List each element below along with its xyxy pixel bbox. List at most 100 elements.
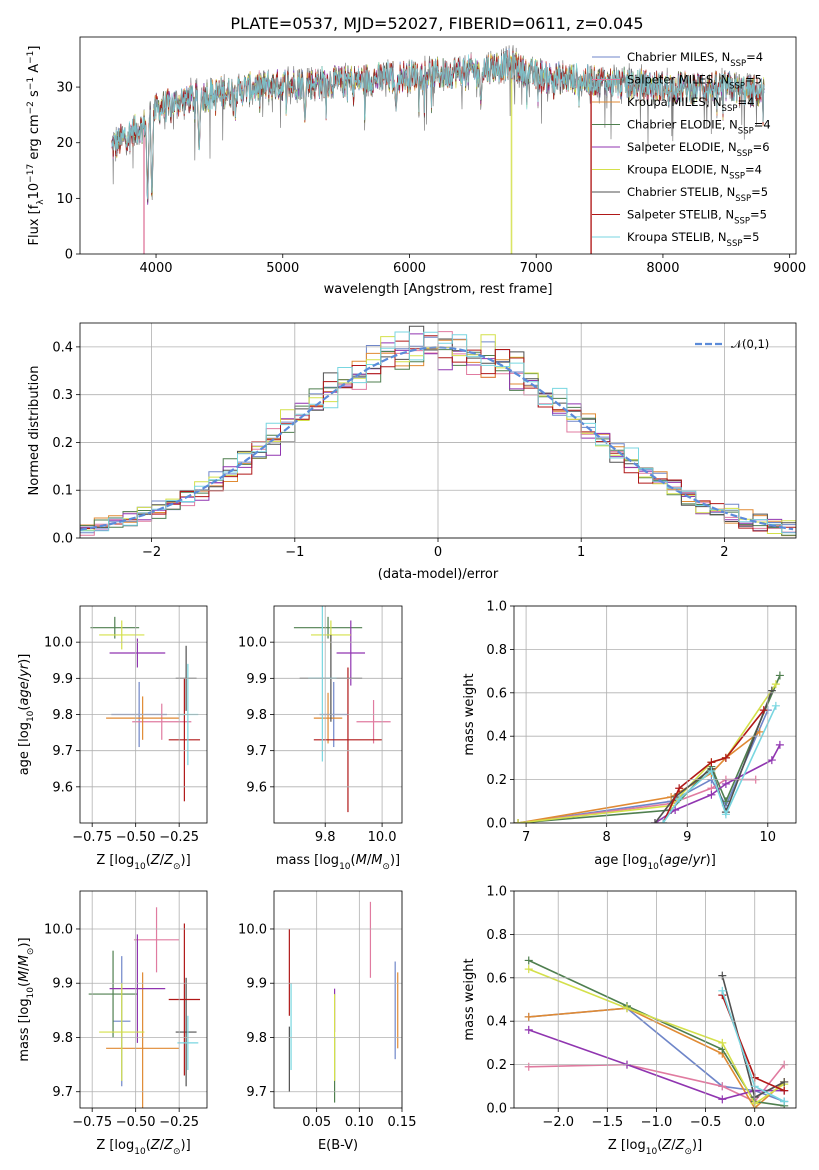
spectrum-frame <box>79 36 797 255</box>
axis-label: mass [log10(M/M⊙)] <box>276 853 400 872</box>
weight-marker <box>524 1025 533 1034</box>
weight-marker <box>675 784 684 793</box>
weight-marker <box>651 819 659 823</box>
weight-marker <box>780 1086 789 1095</box>
weight-marker <box>775 740 784 749</box>
error-point-salpeter-miles <box>133 907 180 973</box>
legend-entry-chabrier-elodie: Chabrier ELODIE, NSSP=4 <box>627 118 771 137</box>
legend-entry-salpeter-miles: Salpeter MILES, NSSP=5 <box>627 73 762 92</box>
weight-marker <box>718 1038 727 1047</box>
y-tick-label: 20 <box>56 136 73 151</box>
weight-marker <box>718 1095 727 1104</box>
error-point-kroupa-stelib <box>177 1015 199 1071</box>
y-tick-label: 1.0 <box>486 885 507 900</box>
spectrum-legend: Chabrier MILES, NSSP=4 Salpeter MILES, NS… <box>592 50 771 249</box>
x-tick-label: 2 <box>720 545 728 560</box>
error-point-kroupa-miles <box>313 692 343 744</box>
x-tick-label: −0.25 <box>159 830 199 845</box>
weight-marker <box>659 819 668 823</box>
y-tick-label: 10.0 <box>238 636 267 651</box>
weight-marker <box>675 795 684 804</box>
mass-vs-metallicity-plot-area <box>88 907 201 1108</box>
y-tick-label: 0.6 <box>486 686 507 701</box>
spectrum-panel: 4000 5000 6000 7000 8000 9000 0 10 20 30 wavelengt… <box>26 36 806 297</box>
y-tick-label: 0 <box>65 248 73 263</box>
legend-entry-kroupa-miles: Kroupa MILES, NSSP=4 <box>627 95 754 114</box>
x-tick-label: 6000 <box>393 261 426 276</box>
x-tick-label: 10 <box>760 830 777 845</box>
x-tick-label: 9 <box>683 830 691 845</box>
axis-label: Z [log10(Z/Z⊙)] <box>96 853 190 872</box>
x-tick-label: −0.75 <box>72 830 112 845</box>
residual-histogram-panel: −2 −1 0 1 2 0.0 0.1 0.2 0.3 0.4 (data-model)/error… <box>27 322 797 582</box>
weight-marker <box>775 671 784 680</box>
error-point-salpeter-elodie <box>109 934 166 1043</box>
figure-title: PLATE=0537, MJD=52027, FIBERID=0611, z=0… <box>230 14 643 33</box>
y-tick-label: 0.6 <box>486 971 507 986</box>
y-tick-label: 0.4 <box>52 340 73 355</box>
y-tick-label: 0.4 <box>486 1015 507 1030</box>
y-tick-label: 9.9 <box>246 977 267 992</box>
x-tick-label: 10.0 <box>368 830 397 845</box>
y-tick-label: 30 <box>56 81 73 96</box>
y-tick-label: 10.0 <box>44 636 73 651</box>
y-tick-label: 1.0 <box>486 600 507 615</box>
y-tick-label: 9.7 <box>246 1085 267 1100</box>
weight-marker <box>622 1004 631 1013</box>
y-tick-label: 9.9 <box>52 672 73 687</box>
x-tick-label: 7 <box>522 830 530 845</box>
x-tick-label: 8 <box>603 830 611 845</box>
axis-label: mass weight <box>462 673 477 755</box>
y-tick-label: 10.0 <box>44 922 73 937</box>
y-tick-label: 0.2 <box>52 436 73 451</box>
legend-entry-kroupa-elodie: Kroupa ELODIE, NSSP=4 <box>627 163 762 182</box>
weight-marker <box>524 956 533 965</box>
y-tick-label: 0.8 <box>486 928 507 943</box>
y-tick-label: 0.0 <box>486 817 507 832</box>
weight-marker <box>524 965 533 974</box>
mass-vs-metallicity-frame <box>79 890 208 1109</box>
x-tick-label: −2 <box>142 545 161 560</box>
weight-marker <box>767 756 776 765</box>
x-tick-label: −0.25 <box>159 1115 199 1130</box>
y-tick-label: 9.7 <box>246 744 267 759</box>
weight-marker <box>707 790 716 799</box>
axis-label: age [log10(age/yr)] <box>17 654 36 776</box>
weight-marker <box>707 766 716 775</box>
x-tick-label: −1 <box>285 545 304 560</box>
y-tick-label: 9.7 <box>52 744 73 759</box>
y-tick-label: 9.7 <box>52 1085 73 1100</box>
legend-entry-normal: 𝒩(0,1) <box>731 337 769 351</box>
y-tick-label: 9.6 <box>246 780 267 795</box>
y-tick-label: 0.0 <box>52 532 73 547</box>
axis-label: age [log10(age/yr)] <box>594 853 716 872</box>
mass-weight-vs-metallicity-panel: −2.0 −1.5 −1.0 −0.5 0.0 0.0 0.2 0.4 0.6 0.8 1.0 Z [… <box>462 885 797 1157</box>
axis-label: wavelength [Angstrom, rest frame] <box>324 282 553 297</box>
x-tick-label: −1.0 <box>641 1115 673 1130</box>
error-point-chabrier-elodie <box>88 950 138 1038</box>
y-tick-label: 0.3 <box>52 388 73 403</box>
weight-marker <box>759 706 768 715</box>
weight-marker <box>524 1062 533 1071</box>
error-point-kroupa-elodie <box>99 620 145 650</box>
weight-marker <box>718 1082 727 1091</box>
x-tick-label: −0.5 <box>690 1115 722 1130</box>
error-point-kroupa-miles <box>106 972 180 1108</box>
error-point-salpeter-stelib <box>168 923 201 1076</box>
normal-reference-curve <box>80 346 794 531</box>
error-point-kroupa-elodie <box>99 983 145 1081</box>
weight-marker <box>707 758 716 767</box>
x-tick-label: −0.75 <box>72 1115 112 1130</box>
y-axis-label: Flux [fλ10−17 erg cm−2 s−1 A−1] <box>26 46 46 246</box>
weight-marker <box>721 779 730 788</box>
spectrum-plot-area <box>111 45 765 254</box>
axis-label: (data-model)/error <box>378 567 499 582</box>
error-point-salpeter-elodie <box>336 620 366 686</box>
y-tick-label: 0.4 <box>486 730 507 745</box>
legend-entry-chabrier-miles: Chabrier MILES, NSSP=4 <box>627 50 763 69</box>
mass-weight-vs-age-frame <box>513 605 797 824</box>
weight-marker <box>721 810 730 819</box>
y-tick-label: 9.9 <box>246 672 267 687</box>
y-tick-label: 9.8 <box>52 708 73 723</box>
